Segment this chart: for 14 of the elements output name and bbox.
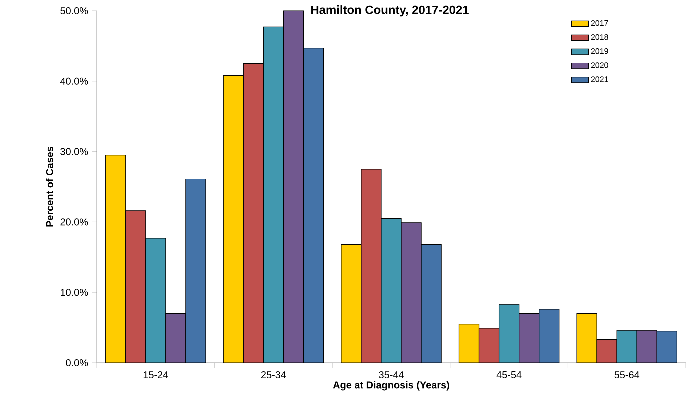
y-axis-title: Percent of Cases xyxy=(46,146,54,227)
y-tick-label: 50.0% xyxy=(60,7,88,15)
y-tick-label: 0.0% xyxy=(66,359,88,367)
x-axis-title: Age at Diagnosis (Years) xyxy=(333,381,450,391)
x-tick-label: 55-64 xyxy=(614,372,640,379)
y-tick-label: 10.0% xyxy=(61,289,88,296)
x-tick-label: 45-54 xyxy=(496,371,522,378)
y-tick-label: 30.0% xyxy=(60,148,88,156)
x-tick-label: 25-34 xyxy=(261,372,286,379)
x-tick-label: 35-44 xyxy=(379,372,404,379)
y-tick-label: 40.0% xyxy=(60,78,88,85)
x-tick-label: 15-24 xyxy=(144,372,168,379)
chart-title: Hamilton County, 2017-2021 xyxy=(312,6,469,17)
y-tick-label: 20.0% xyxy=(60,218,88,226)
